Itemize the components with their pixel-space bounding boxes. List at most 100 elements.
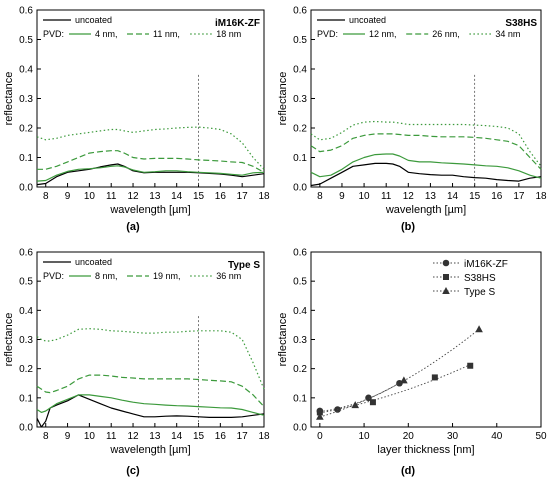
x-tick-label: 8 — [317, 191, 323, 202]
legend-pvd-prefix: PVD: — [43, 29, 64, 39]
x-tick-label: 9 — [65, 191, 71, 202]
x-tick-label: 11 — [381, 191, 392, 202]
y-tick-label: 0.1 — [293, 393, 307, 404]
y-tick-label: 0.4 — [19, 65, 33, 76]
y-tick-label: 0.2 — [293, 364, 307, 375]
data-point — [369, 399, 376, 406]
x-tick-label: 11 — [106, 431, 117, 442]
y-axis-label: reflectance — [3, 313, 15, 367]
x-tick-label: 15 — [469, 191, 481, 202]
legend-marker-1 — [443, 274, 449, 280]
legend-label-2: Type S — [464, 287, 495, 298]
x-tick-label: 11 — [106, 191, 117, 202]
y-tick-label: 0.1 — [19, 153, 33, 164]
x-tick-label: 12 — [127, 431, 139, 442]
legend-marker-0 — [442, 259, 450, 267]
legend-label-pvd-2: 18 nm — [216, 29, 241, 39]
x-tick-label: 14 — [171, 431, 183, 442]
legend-label-pvd-0: 8 nm, — [95, 271, 118, 281]
y-tick-label: 0.1 — [19, 393, 33, 404]
y-tick-label: 0.0 — [19, 423, 33, 434]
panel-c: 0.0 0.1 0.2 0.3 0.4 0.5 0.6 8 9 10 11 12 13 14 15 16 17 1… — [3, 248, 270, 478]
data-point — [431, 374, 438, 381]
data-point — [316, 412, 324, 420]
series-line-2 — [36, 374, 265, 408]
x-tick-label: 12 — [127, 191, 139, 202]
x-tick-label: 14 — [447, 191, 459, 202]
y-tick-label: 0.0 — [293, 183, 307, 194]
x-tick-label: 18 — [258, 191, 270, 202]
legend-label-pvd-2: 36 nm — [216, 271, 241, 281]
series-line-1 — [310, 153, 542, 179]
x-tick-label: 40 — [491, 431, 503, 442]
x-tick-label: 12 — [403, 191, 415, 202]
y-tick-label: 0.6 — [293, 6, 307, 17]
x-tick-label: 16 — [215, 191, 227, 202]
x-tick-label: 13 — [425, 191, 437, 202]
y-tick-label: 0.0 — [293, 423, 307, 434]
x-tick-label: 17 — [513, 191, 525, 202]
x-tick-label: 10 — [84, 191, 96, 202]
panel-label: (c) — [126, 465, 140, 477]
y-tick-label: 0.4 — [293, 65, 307, 76]
x-tick-label: 13 — [149, 191, 161, 202]
y-axis-label: reflectance — [277, 313, 289, 367]
y-tick-label: 0.3 — [19, 94, 33, 105]
y-tick-label: 0.3 — [293, 94, 307, 105]
trend-line-2 — [319, 328, 480, 418]
panel-label: (a) — [126, 221, 140, 233]
panel-b: 0.0 0.1 0.2 0.3 0.4 0.5 0.6 8 9 10 11 12 13 14 15 16 17 1… — [277, 6, 547, 234]
x-tick-label: 18 — [258, 431, 270, 442]
legend-label-1: S38HS — [464, 273, 496, 284]
y-tick-label: 0.6 — [19, 6, 33, 17]
panel-a: 0.0 0.1 0.2 0.3 0.4 0.5 0.6 8 9 10 11 12 13 14 15 16 17 1… — [3, 6, 270, 234]
legend-label-pvd-1: 26 nm, — [432, 29, 460, 39]
series-line-3 — [36, 328, 265, 390]
y-tick-label: 0.2 — [293, 124, 307, 135]
x-tick-label: 16 — [491, 191, 503, 202]
series-line-2 — [37, 150, 265, 173]
series-line-0 — [310, 162, 542, 187]
panel-label: (b) — [401, 221, 415, 233]
y-tick-label: 0.3 — [293, 335, 307, 346]
y-axis-label: reflectance — [3, 72, 15, 126]
x-tick-label: 17 — [237, 191, 249, 202]
chart-title: Type S — [228, 260, 260, 271]
panel-d: 0.0 0.1 0.2 0.3 0.4 0.5 0.6 0 10 20 30 40 50 layer th… — [277, 248, 547, 478]
legend-label-uncoated: uncoated — [75, 15, 112, 25]
y-tick-label: 0.0 — [19, 183, 33, 194]
trend-line-0 — [319, 382, 400, 412]
x-axis-label: wavelength [µm] — [109, 444, 190, 456]
series-line-0 — [36, 394, 265, 428]
series-line-3 — [36, 126, 265, 170]
x-tick-label: 16 — [215, 431, 227, 442]
chart-title: S38HS — [505, 18, 537, 29]
y-axis-label: reflectance — [277, 72, 289, 126]
y-tick-label: 0.2 — [19, 124, 33, 135]
y-tick-label: 0.6 — [293, 248, 307, 259]
y-tick-label: 0.4 — [293, 306, 307, 317]
chart-title: iM16K-ZF — [215, 18, 260, 29]
x-tick-label: 0 — [317, 431, 323, 442]
x-tick-label: 30 — [447, 431, 459, 442]
series-line-1 — [36, 394, 265, 416]
y-tick-label: 0.3 — [19, 335, 33, 346]
x-tick-label: 10 — [359, 191, 371, 202]
x-tick-label: 50 — [535, 431, 547, 442]
trend-line-1 — [319, 364, 471, 414]
y-tick-label: 0.5 — [293, 277, 307, 288]
series-line-1 — [36, 165, 265, 182]
data-point — [467, 362, 474, 369]
panel-label: (d) — [401, 465, 415, 477]
x-tick-label: 8 — [43, 191, 49, 202]
legend: uncoated PVD: 8 nm, 19 nm, 36 nm — [43, 257, 241, 281]
y-tick-label: 0.5 — [19, 35, 33, 46]
legend-pvd-prefix: PVD: — [43, 271, 64, 281]
x-tick-label: 20 — [403, 431, 415, 442]
y-tick-label: 0.4 — [19, 306, 33, 317]
y-tick-label: 0.5 — [19, 277, 33, 288]
plot-frame — [310, 251, 542, 428]
x-tick-label: 9 — [65, 431, 71, 442]
legend-label-pvd-2: 34 nm — [495, 29, 520, 39]
